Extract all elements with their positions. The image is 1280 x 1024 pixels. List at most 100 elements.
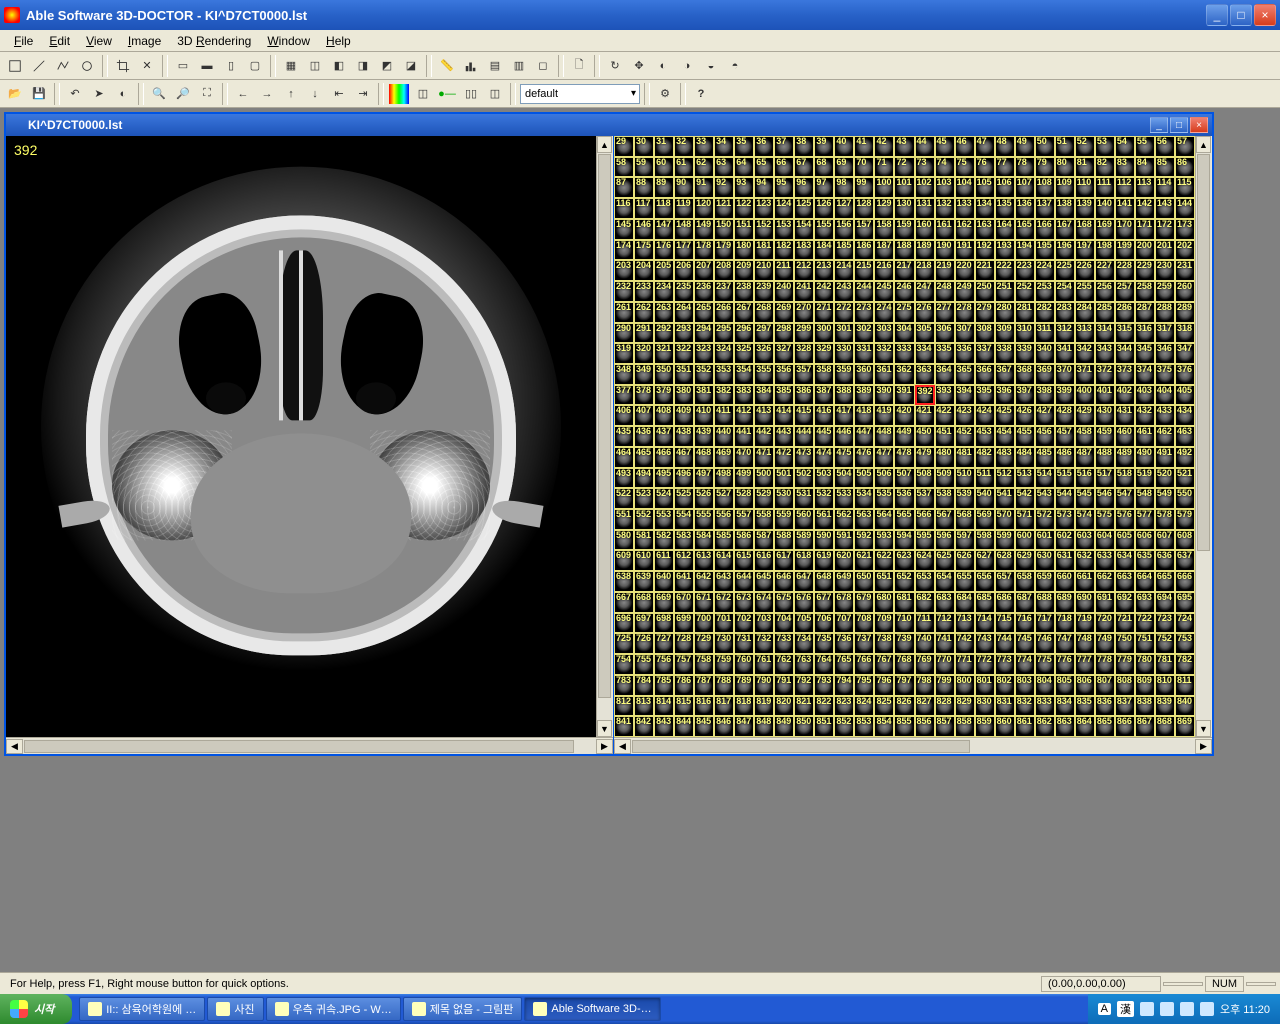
thumbnail[interactable]: 197 (1075, 240, 1095, 261)
thumbnail[interactable]: 735 (814, 633, 834, 654)
thumbnail[interactable]: 429 (1075, 405, 1095, 426)
thumbnail[interactable]: 715 (995, 613, 1015, 634)
thumbnail[interactable]: 145 (614, 219, 634, 240)
arrow-down-icon[interactable]: ↓ (304, 83, 326, 105)
thumbnail[interactable]: 272 (834, 302, 854, 323)
tool-window-icon[interactable]: ◻ (532, 55, 554, 77)
thumbnail[interactable]: 614 (714, 550, 734, 571)
thumbnail[interactable]: 788 (714, 675, 734, 696)
tool-v2-icon[interactable]: ◑ (676, 55, 698, 77)
thumbnail[interactable]: 756 (654, 654, 674, 675)
thumbnail[interactable]: 285 (1095, 302, 1115, 323)
thumbnail[interactable]: 380 (674, 385, 694, 406)
thumbnail[interactable]: 521 (1175, 468, 1195, 489)
thumbnail[interactable]: 113 (1135, 177, 1155, 198)
thumbnail[interactable]: 108 (1035, 177, 1055, 198)
thumbnail[interactable]: 860 (995, 716, 1015, 737)
thumbnail[interactable]: 697 (634, 613, 654, 634)
thumbnail[interactable]: 86 (1175, 157, 1195, 178)
thumbnail[interactable]: 227 (1095, 260, 1115, 281)
thumbnail[interactable]: 569 (975, 509, 995, 530)
thumbnail[interactable]: 612 (674, 550, 694, 571)
thumbnail[interactable]: 867 (1135, 716, 1155, 737)
thumbnail[interactable]: 340 (1035, 343, 1055, 364)
thumbnail[interactable]: 752 (1155, 633, 1175, 654)
thumbnail[interactable]: 480 (935, 447, 955, 468)
thumbnail[interactable]: 292 (654, 323, 674, 344)
thumbnail[interactable]: 546 (1095, 488, 1115, 509)
thumbnail[interactable]: 54 (1115, 136, 1135, 157)
thumbnail[interactable]: 757 (674, 654, 694, 675)
thumbnail[interactable]: 691 (1095, 592, 1115, 613)
thumbnail[interactable]: 393 (935, 385, 955, 406)
thumbnail[interactable]: 171 (1135, 219, 1155, 240)
thumbnail[interactable]: 458 (1075, 426, 1095, 447)
thumbnail[interactable]: 850 (794, 716, 814, 737)
tool-shade-icon[interactable]: ◪ (400, 55, 422, 77)
thumbnail[interactable]: 130 (894, 198, 914, 219)
scroll-up-icon[interactable]: ▲ (597, 136, 612, 153)
scroll-up-icon[interactable]: ▲ (1196, 136, 1211, 153)
thumbnail[interactable]: 181 (754, 240, 774, 261)
thumbnail[interactable]: 306 (935, 323, 955, 344)
thumbnail[interactable]: 812 (614, 696, 634, 717)
thumbnail[interactable]: 645 (754, 571, 774, 592)
thumbnail[interactable]: 418 (854, 405, 874, 426)
thumbnail[interactable]: 153 (774, 219, 794, 240)
thumbnail[interactable]: 713 (955, 613, 975, 634)
thumbnail[interactable]: 104 (955, 177, 975, 198)
ime-mode-a[interactable]: A (1098, 1003, 1111, 1015)
thumbnail[interactable]: 457 (1055, 426, 1075, 447)
thumbnail[interactable]: 91 (694, 177, 714, 198)
thumbnail[interactable]: 291 (634, 323, 654, 344)
thumbnail[interactable]: 495 (654, 468, 674, 489)
scroll-right-icon[interactable]: ▶ (1195, 739, 1212, 754)
montage-viewport[interactable]: 2930313233343536373839404142434445464748… (614, 136, 1195, 737)
thumbnail[interactable]: 832 (1015, 696, 1035, 717)
thumbnail[interactable]: 453 (975, 426, 995, 447)
thumbnail[interactable]: 111 (1095, 177, 1115, 198)
thumbnail[interactable]: 774 (1015, 654, 1035, 675)
thumbnail[interactable]: 358 (814, 364, 834, 385)
contrast-icon[interactable]: ◐ (112, 83, 134, 105)
thumbnail[interactable]: 144 (1175, 198, 1195, 219)
thumbnail[interactable]: 209 (734, 260, 754, 281)
thumbnail[interactable]: 169 (1095, 219, 1115, 240)
thumbnail[interactable]: 359 (834, 364, 854, 385)
thumbnail[interactable]: 341 (1055, 343, 1075, 364)
thumbnail[interactable]: 572 (1035, 509, 1055, 530)
thumbnail[interactable]: 863 (1055, 716, 1075, 737)
thumbnail[interactable]: 327 (774, 343, 794, 364)
thumbnail[interactable]: 786 (674, 675, 694, 696)
thumbnail[interactable]: 137 (1035, 198, 1055, 219)
thumbnail[interactable]: 109 (1055, 177, 1075, 198)
thumbnail[interactable]: 284 (1075, 302, 1095, 323)
thumbnail[interactable]: 248 (935, 281, 955, 302)
thumbnail[interactable]: 200 (1135, 240, 1155, 261)
thumbnail[interactable]: 274 (874, 302, 894, 323)
slice-vscroll[interactable]: ▲ ▼ (596, 136, 613, 737)
thumbnail[interactable]: 855 (894, 716, 914, 737)
thumbnail[interactable]: 420 (894, 405, 914, 426)
thumbnail[interactable]: 97 (814, 177, 834, 198)
thumbnail[interactable]: 527 (714, 488, 734, 509)
thumbnail[interactable]: 582 (654, 530, 674, 551)
thumbnail[interactable]: 187 (874, 240, 894, 261)
thumbnail[interactable]: 68 (814, 157, 834, 178)
thumbnail[interactable]: 129 (874, 198, 894, 219)
thumbnail[interactable]: 328 (794, 343, 814, 364)
thumbnail[interactable]: 603 (1075, 530, 1095, 551)
thumbnail[interactable]: 489 (1115, 447, 1135, 468)
thumbnail[interactable]: 593 (874, 530, 894, 551)
thumbnail[interactable]: 544 (1055, 488, 1075, 509)
thumbnail[interactable]: 491 (1155, 447, 1175, 468)
thumbnail[interactable]: 868 (1155, 716, 1175, 737)
thumbnail[interactable]: 361 (874, 364, 894, 385)
thumbnail[interactable]: 379 (654, 385, 674, 406)
thumbnail[interactable]: 228 (1115, 260, 1135, 281)
thumbnail[interactable]: 254 (1055, 281, 1075, 302)
thumbnail[interactable]: 773 (995, 654, 1015, 675)
thumbnail[interactable]: 389 (854, 385, 874, 406)
tool-box1-icon[interactable]: ▭ (172, 55, 194, 77)
slice-hscroll[interactable]: ◀ ▶ (6, 737, 613, 754)
